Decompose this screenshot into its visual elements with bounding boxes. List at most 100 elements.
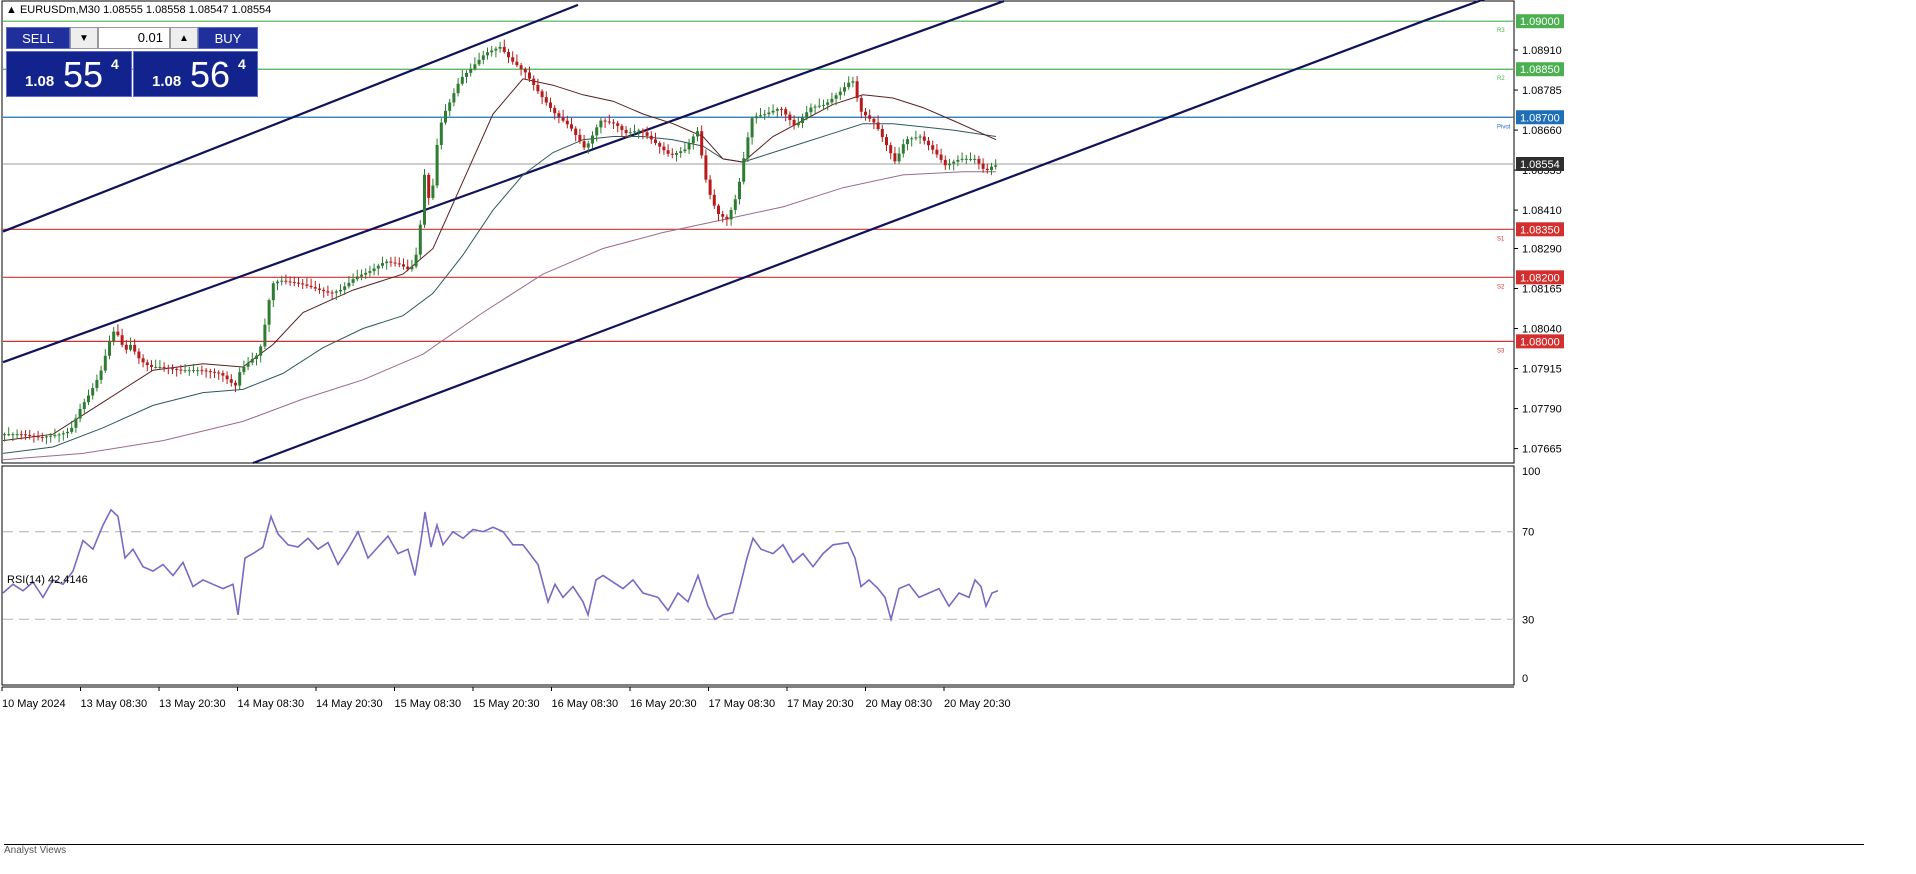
- candle-body: [868, 115, 872, 119]
- candle-body: [683, 149, 687, 152]
- candle-body: [255, 355, 258, 359]
- time-tick-label: 16 May 08:30: [552, 698, 619, 710]
- candle-body: [637, 130, 641, 132]
- price-tick-label: 1.08785: [1522, 85, 1562, 97]
- candle-body: [36, 436, 40, 438]
- candle-body: [591, 135, 594, 144]
- candle-body: [389, 261, 393, 263]
- candle-body: [225, 375, 229, 380]
- candle-body: [452, 93, 456, 103]
- candle-body: [746, 137, 750, 159]
- candle-body: [801, 117, 804, 124]
- candle-body: [61, 433, 65, 435]
- sell-button[interactable]: SELL: [6, 27, 70, 49]
- candle-body: [57, 434, 61, 436]
- candle-body: [112, 331, 116, 341]
- ma-slow-line: [2, 171, 996, 461]
- candle-body: [624, 129, 628, 134]
- lot-size-input[interactable]: 0.01: [98, 27, 170, 49]
- candle-body: [515, 61, 519, 66]
- candle-body: [603, 120, 607, 122]
- candle-body: [330, 292, 334, 294]
- price-pane-frame: [1, 0, 1515, 464]
- level-price-badge: [1516, 62, 1564, 77]
- analyst-views-tab[interactable]: Analyst Views: [4, 844, 1864, 855]
- level-tag-label: S3: [1497, 348, 1505, 354]
- candle-body: [45, 436, 48, 438]
- collapse-arrow-icon[interactable]: ▲: [6, 4, 17, 16]
- candle-body: [918, 136, 922, 138]
- candle-body: [313, 287, 317, 289]
- time-tick-label: 13 May 08:30: [81, 698, 148, 710]
- candle-body: [612, 122, 615, 124]
- candle-body: [91, 387, 95, 396]
- time-tick-label: 16 May 20:30: [630, 698, 697, 710]
- candle-body: [145, 362, 149, 366]
- candle-body: [679, 151, 683, 154]
- candle-body: [956, 159, 960, 162]
- time-tick-label: 17 May 08:30: [709, 698, 776, 710]
- candle-body: [670, 153, 674, 155]
- candle-body: [570, 124, 573, 129]
- candle-body: [259, 346, 263, 356]
- current-price-badge: [1516, 156, 1564, 171]
- candle-body: [204, 370, 208, 372]
- candle-body: [910, 138, 914, 140]
- candle-body: [897, 153, 901, 162]
- buy-price-display[interactable]: 1.08 56 4: [133, 51, 258, 97]
- candle-body: [326, 291, 330, 293]
- lot-increase-icon[interactable]: ▲: [170, 27, 198, 49]
- rsi-tick-label: 100: [1522, 466, 1540, 478]
- candle-body: [511, 57, 515, 62]
- candle-body: [528, 72, 531, 79]
- candle-body: [544, 97, 548, 103]
- sell-price-display[interactable]: 1.08 55 4: [6, 51, 132, 97]
- candle-body: [246, 362, 250, 367]
- level-price-label: 1.08200: [1520, 272, 1560, 284]
- candle-body: [502, 46, 506, 52]
- level-price-label: 1.09000: [1520, 16, 1560, 28]
- candle-body: [620, 125, 624, 130]
- level-price-badge: [1516, 14, 1564, 29]
- candle-body: [507, 51, 510, 58]
- candle-body: [822, 104, 825, 106]
- candle-body: [124, 344, 128, 350]
- candle-body: [368, 271, 372, 273]
- candle-body: [696, 131, 699, 137]
- level-tag-label: Pivot: [1497, 124, 1511, 130]
- candle-body: [717, 205, 720, 215]
- time-tick-label: 20 May 08:30: [866, 698, 933, 710]
- buy-button[interactable]: BUY: [198, 27, 258, 49]
- candle-body: [414, 254, 418, 267]
- candle-body: [360, 274, 363, 277]
- level-price-label: 1.08700: [1520, 112, 1560, 124]
- price-tick-label: 1.08040: [1522, 324, 1562, 336]
- candle-body: [834, 95, 838, 99]
- candle-body: [935, 149, 939, 155]
- candle-body: [402, 264, 405, 267]
- candle-body: [809, 107, 813, 113]
- candle-body: [301, 283, 305, 285]
- candle-body: [872, 118, 876, 123]
- candle-body: [32, 435, 36, 437]
- level-tag-label: R2: [1497, 76, 1505, 82]
- candle-body: [376, 265, 380, 269]
- candle-body: [70, 427, 74, 432]
- candle-body: [792, 119, 796, 126]
- candle-body: [658, 143, 662, 147]
- candle-body: [864, 111, 867, 116]
- candle-body: [994, 165, 998, 167]
- time-tick-label: 10 May 2024: [2, 698, 66, 710]
- price-tick-label: 1.07915: [1522, 364, 1562, 376]
- level-price-label: 1.08000: [1520, 336, 1560, 348]
- channel-trendline: [2, 0, 1005, 364]
- candle-body: [162, 366, 166, 368]
- candle-body: [284, 280, 288, 282]
- symbol-info: EURUSDm,M30 1.08555 1.08558 1.08547 1.08…: [19, 4, 272, 16]
- candle-body: [691, 136, 695, 144]
- candle-body: [397, 263, 401, 265]
- lot-decrease-icon[interactable]: ▼: [70, 27, 98, 49]
- candle-body: [276, 281, 279, 284]
- candle-body: [431, 185, 435, 198]
